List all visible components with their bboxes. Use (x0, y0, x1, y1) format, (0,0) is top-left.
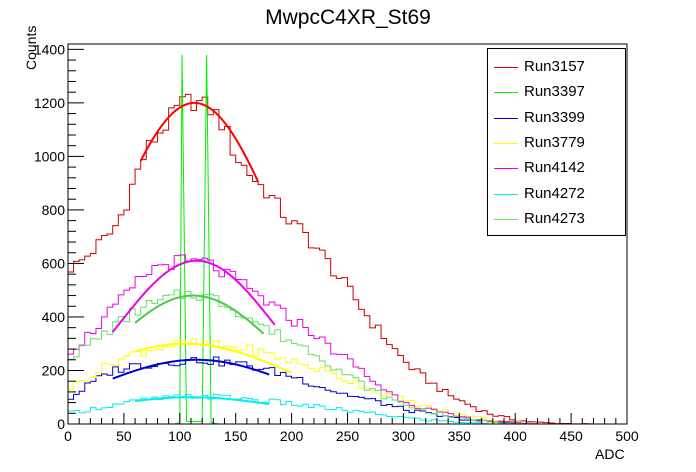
legend-swatch (494, 193, 518, 195)
legend-item-run3399: Run3399 (488, 106, 625, 131)
histogram-run4142 (67, 254, 627, 425)
legend-label: Run3399 (524, 108, 585, 126)
x-tick-label: 350 (448, 428, 472, 444)
legend-swatch (494, 142, 518, 144)
x-tick-label: 500 (615, 428, 639, 444)
legend-swatch (494, 117, 518, 119)
legend-item-run3397: Run3397 (488, 80, 625, 105)
legend-swatch (494, 168, 518, 170)
x-tick-label: 300 (392, 428, 416, 444)
x-tick-label: 400 (504, 428, 528, 444)
x-tick-label: 0 (64, 428, 72, 444)
x-tick-label: 100 (168, 428, 192, 444)
legend: Run3157 Run3397 Run3399 Run3779 Run4142 Run42… (487, 48, 626, 236)
legend-label: Run4142 (524, 159, 585, 177)
legend-label: Run3397 (524, 83, 585, 101)
fit-curve-run4272 (134, 396, 270, 406)
chart-title: MwpcC4XR_St69 (265, 6, 431, 29)
legend-item-run3779: Run3779 (488, 131, 625, 156)
fit-curve-run4273 (134, 294, 265, 335)
y-tick-label: 400 (42, 309, 66, 325)
y-axis-label: Counts (23, 25, 39, 70)
y-tick-label: 200 (42, 362, 66, 378)
fit-curve-run4142 (111, 259, 276, 333)
x-tick-label: 200 (280, 428, 304, 444)
legend-item-run4273: Run4273 (488, 207, 625, 232)
y-tick-label: 1000 (34, 148, 65, 164)
legend-swatch (494, 92, 518, 94)
histogram-run4273 (67, 289, 627, 425)
x-tick-label: 250 (336, 428, 360, 444)
legend-label: Run3157 (524, 58, 585, 75)
fit-curve-run3779 (134, 342, 292, 374)
x-tick-label: 150 (224, 428, 248, 444)
x-axis-label: ADC (595, 446, 625, 462)
y-tick-label: 1400 (34, 41, 65, 57)
y-tick-label: 800 (42, 202, 66, 218)
histogram-run3397 (68, 54, 627, 425)
x-tick-label: 450 (559, 428, 583, 444)
legend-item-run4272: Run4272 (488, 182, 625, 207)
legend-label: Run4273 (524, 209, 585, 227)
legend-label: Run4272 (524, 184, 585, 202)
legend-item-run3157: Run3157 (488, 55, 625, 80)
legend-label: Run3779 (524, 133, 585, 151)
legend-swatch (494, 218, 518, 220)
legend-swatch (494, 67, 518, 68)
x-tick-label: 50 (116, 428, 132, 444)
y-tick-label: 1200 (34, 95, 65, 111)
fit-curve-run3157 (139, 101, 259, 183)
fit-curve-run3399 (112, 358, 270, 380)
y-tick-label: 0 (57, 416, 65, 432)
legend-item-run4142: Run4142 (488, 156, 625, 181)
y-tick-label: 600 (42, 255, 66, 271)
